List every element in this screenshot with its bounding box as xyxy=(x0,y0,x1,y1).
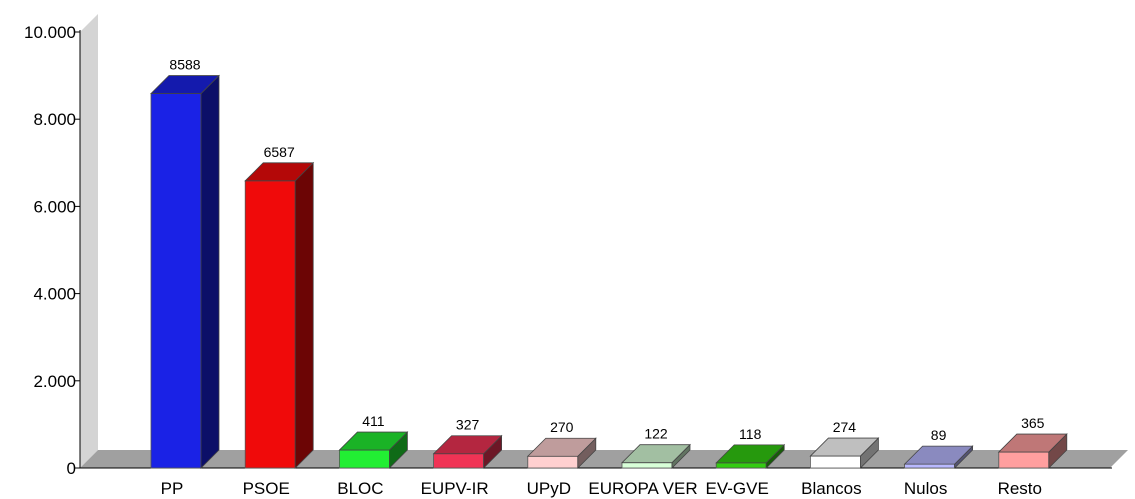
y-tick-label: 10.000 xyxy=(24,23,76,42)
bar-top xyxy=(338,431,409,451)
bar-top xyxy=(809,437,880,457)
data-label: 274 xyxy=(833,419,857,435)
y-axis: 0 2.000 4.000 6.000 8.000 10.000 xyxy=(24,23,1112,478)
data-label: 365 xyxy=(1021,415,1045,431)
bar-side xyxy=(200,74,220,469)
category-label: Blancos xyxy=(801,479,861,498)
bar-top xyxy=(997,433,1068,453)
bar-front xyxy=(244,180,296,469)
bar: 8588 xyxy=(150,57,220,469)
y-tick-label: 2.000 xyxy=(33,372,76,391)
bar-top xyxy=(621,444,691,464)
category-label: EV-GVE xyxy=(706,479,769,498)
data-label: 118 xyxy=(739,426,762,442)
y-tick-label: 4.000 xyxy=(33,285,76,304)
bar: 365 xyxy=(997,415,1068,469)
category-label: EUPV-IR xyxy=(421,479,489,498)
bar: 118 xyxy=(715,426,786,469)
data-label: 122 xyxy=(644,426,668,442)
bar-front xyxy=(998,451,1050,469)
y-tick-label: 0 xyxy=(67,459,76,478)
bar: 411 xyxy=(338,413,409,469)
category-label: PP xyxy=(161,479,184,498)
bar-top xyxy=(150,75,220,94)
data-label: 327 xyxy=(456,417,480,433)
category-label: UPyD xyxy=(527,479,571,498)
bar-front xyxy=(621,462,673,469)
category-label: BLOC xyxy=(337,479,383,498)
category-label: PSOE xyxy=(243,479,290,498)
bar-top xyxy=(715,444,786,464)
bar-front xyxy=(810,455,861,469)
data-label: 411 xyxy=(362,413,385,429)
side-wall xyxy=(80,14,98,468)
category-labels: PP PSOE BLOC EUPV-IR UPyD EUROPA VER EV-GVE Bla… xyxy=(161,479,1042,498)
data-label: 89 xyxy=(931,427,947,443)
bar-top xyxy=(526,437,597,457)
chart-back-wall xyxy=(80,14,98,468)
bar: 122 xyxy=(621,426,691,469)
chart-floor xyxy=(80,450,1128,468)
data-label: 8588 xyxy=(169,57,200,73)
y-tick-label: 6.000 xyxy=(33,197,76,216)
bar: 89 xyxy=(903,427,974,469)
data-label: 270 xyxy=(550,419,574,435)
bar-side xyxy=(294,161,314,469)
y-tick-label: 8.000 xyxy=(33,110,76,129)
bar: 327 xyxy=(432,417,503,469)
bar: 270 xyxy=(526,419,597,469)
category-label: Nulos xyxy=(904,479,947,498)
bar-front xyxy=(150,93,202,469)
bar-front xyxy=(338,449,390,469)
category-label: Resto xyxy=(998,479,1042,498)
bar: 6587 xyxy=(244,144,315,469)
data-label: 6587 xyxy=(264,144,295,160)
bar-front xyxy=(904,463,955,469)
bar-front xyxy=(433,453,485,469)
bar-top xyxy=(903,445,974,465)
bar-top xyxy=(432,435,503,455)
bars: 8588 6587 411 327 270 122 118 274 89 365 xyxy=(150,57,1068,469)
floor-plane xyxy=(80,450,1128,468)
category-label: EUROPA VER xyxy=(588,479,697,498)
bar-top xyxy=(244,162,315,182)
bar-front xyxy=(527,455,579,469)
bar-front xyxy=(715,462,767,469)
bar: 274 xyxy=(809,419,880,469)
